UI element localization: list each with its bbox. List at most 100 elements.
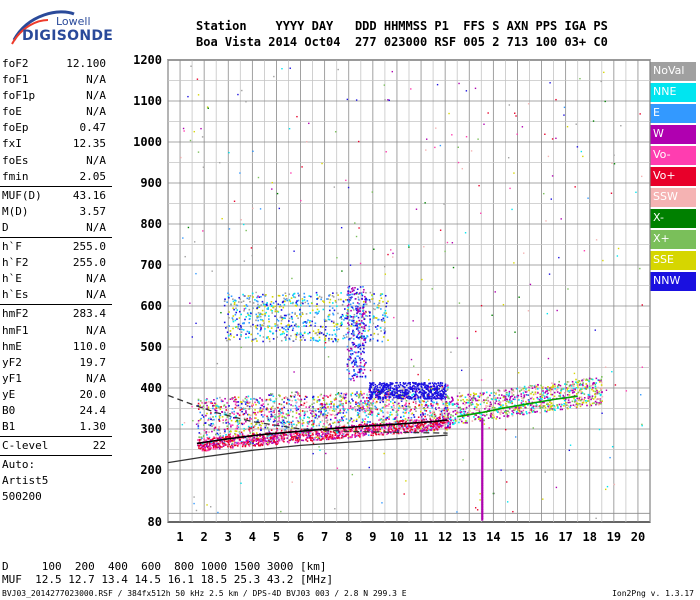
echo-point bbox=[469, 402, 472, 404]
echo-point bbox=[440, 399, 443, 401]
echo-point bbox=[532, 409, 535, 412]
echo-point bbox=[227, 421, 229, 424]
echo-point bbox=[370, 396, 372, 398]
echo-point bbox=[223, 432, 226, 434]
echo-point bbox=[287, 434, 289, 437]
echo-point bbox=[336, 435, 338, 438]
echo-point bbox=[359, 336, 361, 339]
echo-point bbox=[543, 397, 546, 399]
echo-point bbox=[396, 381, 398, 384]
echo-point bbox=[205, 432, 207, 435]
echo-point bbox=[282, 412, 284, 414]
echo-point bbox=[391, 394, 394, 397]
echo-point bbox=[311, 423, 313, 426]
echo-point bbox=[260, 296, 262, 298]
echo-point bbox=[463, 400, 466, 403]
station-header-labels: Station YYYY DAY DDD HHMMSS P1 FFS S AXN… bbox=[196, 19, 608, 33]
echo-point bbox=[580, 388, 582, 391]
echo-point bbox=[318, 434, 320, 437]
echo-point bbox=[362, 402, 365, 404]
echo-point bbox=[369, 320, 371, 322]
echo-point bbox=[400, 420, 402, 422]
echo-point bbox=[441, 385, 444, 388]
echo-point bbox=[442, 424, 445, 427]
echo-point bbox=[591, 378, 594, 381]
echo-point bbox=[432, 393, 435, 396]
echo-point bbox=[321, 434, 323, 437]
echo-point bbox=[240, 335, 242, 338]
echo-point bbox=[420, 386, 423, 389]
echo-point bbox=[266, 435, 268, 437]
echo-point bbox=[364, 432, 367, 435]
echo-point bbox=[432, 423, 435, 426]
echo-point bbox=[261, 400, 264, 402]
echo-point bbox=[579, 404, 582, 407]
echo-point bbox=[364, 341, 367, 344]
echo-point bbox=[545, 410, 548, 413]
echo-point bbox=[262, 437, 265, 440]
echo-point bbox=[221, 440, 224, 443]
echo-point bbox=[225, 418, 228, 421]
echo-point bbox=[226, 325, 228, 328]
echo-point bbox=[268, 340, 271, 343]
echo-point bbox=[280, 429, 283, 432]
echo-point bbox=[414, 386, 416, 388]
echo-point bbox=[541, 401, 544, 404]
echo-point bbox=[414, 429, 417, 431]
echo-point bbox=[316, 340, 319, 342]
echo-point bbox=[360, 335, 363, 337]
echo-point bbox=[329, 298, 332, 301]
echo-point bbox=[414, 398, 417, 400]
echo-point bbox=[338, 400, 341, 402]
echo-point bbox=[337, 298, 340, 301]
echo-point bbox=[236, 421, 239, 423]
echo-point bbox=[481, 392, 484, 394]
echo-point bbox=[339, 429, 342, 431]
echo-point bbox=[261, 422, 264, 425]
echo-point bbox=[404, 409, 407, 412]
echo-point bbox=[358, 415, 361, 418]
echo-point bbox=[502, 404, 504, 406]
echo-point bbox=[218, 420, 221, 422]
echo-point bbox=[222, 442, 224, 444]
echo-point bbox=[262, 420, 265, 423]
echo-point bbox=[374, 401, 377, 404]
echo-point bbox=[270, 415, 272, 418]
echo-point bbox=[362, 285, 364, 288]
echo-point bbox=[226, 416, 229, 418]
echo-point bbox=[251, 438, 254, 440]
echo-point bbox=[233, 439, 235, 442]
echo-point bbox=[282, 306, 285, 309]
echo-point bbox=[288, 326, 290, 329]
echo-point bbox=[417, 384, 420, 387]
echo-point bbox=[213, 408, 216, 411]
echo-point bbox=[247, 408, 250, 410]
echo-point bbox=[295, 432, 298, 434]
echo-point bbox=[431, 382, 434, 384]
echo-point bbox=[436, 385, 438, 387]
echo-point bbox=[398, 425, 400, 427]
echo-point bbox=[356, 325, 359, 327]
echo-point bbox=[233, 438, 235, 441]
echo-point bbox=[207, 408, 210, 410]
echo-point bbox=[305, 313, 308, 315]
param-value: 3.57 bbox=[79, 204, 107, 218]
echo-point bbox=[324, 406, 327, 409]
echo-point bbox=[460, 399, 462, 402]
echo-point bbox=[230, 446, 232, 449]
echo-point bbox=[379, 423, 382, 425]
echo-point bbox=[339, 410, 341, 413]
echo-point bbox=[282, 419, 285, 422]
echo-point bbox=[503, 395, 506, 397]
echo-point bbox=[338, 426, 340, 428]
echo-point bbox=[455, 413, 457, 415]
echo-point bbox=[281, 326, 284, 329]
echo-point bbox=[256, 435, 258, 438]
echo-point bbox=[312, 423, 315, 425]
echo-point bbox=[220, 406, 222, 408]
echo-point bbox=[445, 420, 448, 423]
echo-point bbox=[347, 428, 350, 430]
echo-point bbox=[281, 415, 284, 417]
echo-point bbox=[327, 436, 329, 439]
echo-point bbox=[323, 301, 325, 304]
